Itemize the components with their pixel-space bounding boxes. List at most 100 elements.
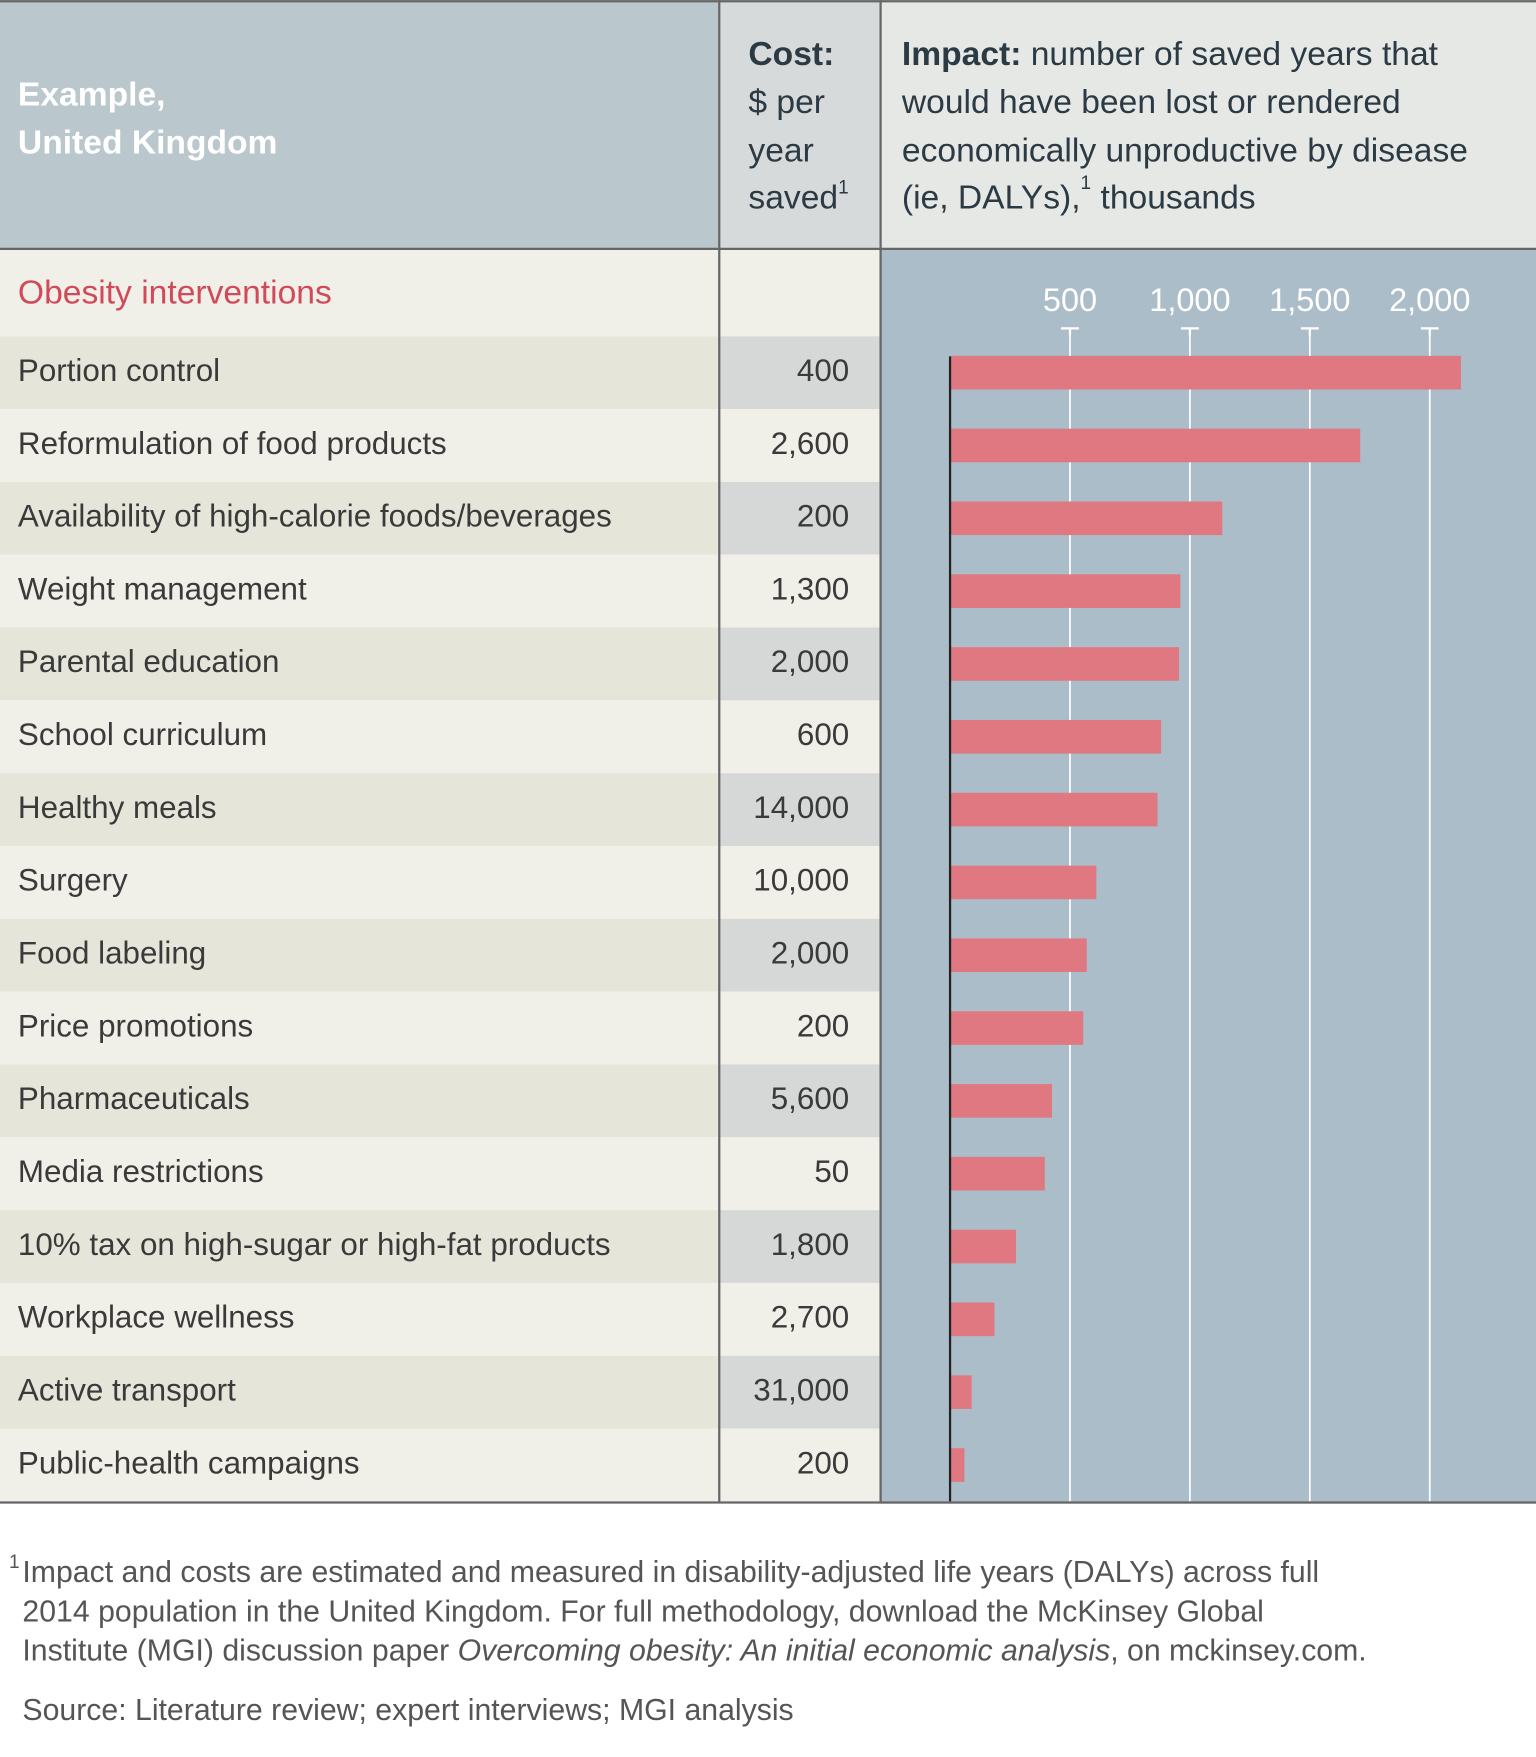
row-bg xyxy=(0,627,720,701)
category-label: Surgery xyxy=(18,863,128,898)
row-bg xyxy=(719,481,881,555)
cost-header: $ per xyxy=(748,84,825,121)
header-impact-bg xyxy=(880,0,1536,249)
impact-header: economically unproductive by disease xyxy=(902,132,1468,169)
impact-header: (ie, DALYs), xyxy=(902,179,1081,216)
row-bg xyxy=(0,991,720,1065)
row-bg xyxy=(0,1355,720,1429)
cost-value: 50 xyxy=(814,1154,849,1189)
row-bg xyxy=(0,918,720,992)
footnote: Impact and costs are estimated and measu… xyxy=(22,1556,1319,1589)
footnote: Institute (MGI) discussion paper xyxy=(22,1635,457,1668)
cost-value: 2,000 xyxy=(771,936,849,971)
category-label: Active transport xyxy=(18,1372,236,1407)
bar xyxy=(950,865,1097,900)
category-label: Media restrictions xyxy=(18,1154,264,1189)
cost-value: 31,000 xyxy=(753,1372,849,1407)
row-bg xyxy=(719,1355,881,1429)
row-bg xyxy=(719,846,881,919)
category-label: Healthy meals xyxy=(18,790,217,825)
row-bg xyxy=(719,627,881,701)
row-bg xyxy=(719,554,881,628)
cost-header: saved1 xyxy=(748,177,848,216)
cost-value: 400 xyxy=(797,353,849,388)
bar xyxy=(950,719,1162,754)
row-bg xyxy=(0,336,720,410)
row-bg xyxy=(0,1428,720,1502)
impact-header: (ie, DALYs),1 thousands xyxy=(902,173,1256,217)
bar xyxy=(950,1375,972,1409)
bar xyxy=(950,355,1461,390)
cost-header: year xyxy=(748,132,813,169)
impact-header: number of saved years that xyxy=(1021,36,1438,73)
bar xyxy=(950,501,1223,536)
row-bg xyxy=(0,1137,720,1211)
row-bg xyxy=(0,1064,720,1138)
row-bg xyxy=(0,481,720,555)
footnote-title: Overcoming obesity: An initial economic … xyxy=(458,1635,1111,1668)
header-left-bg xyxy=(0,0,720,249)
category-label: Pharmaceuticals xyxy=(18,1081,250,1116)
x-tick-label: 2,000 xyxy=(1389,282,1470,318)
footnote: , on mckinsey.com. xyxy=(1110,1635,1367,1668)
row-bg xyxy=(0,554,720,628)
bar xyxy=(950,1302,995,1337)
bar xyxy=(950,574,1181,608)
row-bg xyxy=(0,700,720,774)
bar xyxy=(950,792,1158,827)
section-title: Obesity interventions xyxy=(18,275,332,312)
header-left: United Kingdom xyxy=(18,125,278,162)
bar xyxy=(950,428,1361,463)
row-bg xyxy=(0,1282,720,1356)
row-bg xyxy=(719,1064,881,1138)
category-label: Food labeling xyxy=(18,936,206,971)
bar xyxy=(950,1229,1017,1264)
category-label: Availability of high-calorie foods/bever… xyxy=(18,499,612,534)
footnote-marker: 1 xyxy=(9,1552,20,1573)
footnote: 2014 population in the United Kingdom. F… xyxy=(22,1595,1264,1628)
cost-value: 1,300 xyxy=(771,571,849,606)
cost-value: 5,600 xyxy=(771,1081,849,1116)
row-bg xyxy=(0,1210,720,1283)
section-bg xyxy=(0,248,881,337)
impact-bold: Impact: xyxy=(902,36,1022,73)
impact-header: thousands xyxy=(1091,179,1255,216)
bar xyxy=(950,1084,1052,1118)
cost-value: 10,000 xyxy=(753,863,849,898)
rows: Portion control 400 Reformulation of food … xyxy=(0,336,881,1502)
row-bg xyxy=(719,409,881,482)
category-label: Price promotions xyxy=(18,1008,253,1043)
row-bg xyxy=(719,1137,881,1211)
category-label: 10% tax on high-sugar or high-fat produc… xyxy=(18,1227,611,1262)
category-label: Portion control xyxy=(18,353,220,388)
cost-value: 2,700 xyxy=(771,1300,849,1335)
row-bg xyxy=(719,918,881,992)
category-label: Reformulation of food products xyxy=(18,426,447,461)
cost-value: 2,000 xyxy=(771,644,849,679)
source: Source: Literature review; expert interv… xyxy=(22,1694,793,1727)
cost-value: 600 xyxy=(797,717,849,752)
header-left: Example, xyxy=(18,76,166,113)
row-bg xyxy=(0,846,720,919)
cost-header: Cost: xyxy=(748,36,834,73)
cost-value: 200 xyxy=(797,499,849,534)
cost-value: 200 xyxy=(797,1445,849,1480)
category-label: Parental education xyxy=(18,644,280,679)
bar xyxy=(950,647,1180,681)
row-bg xyxy=(719,1210,881,1283)
x-tick-label: 500 xyxy=(1043,282,1097,318)
row-bg xyxy=(0,773,720,847)
footnote: Institute (MGI) discussion paper Overcom… xyxy=(22,1635,1366,1668)
row-bg xyxy=(719,700,881,774)
cost-value: 1,800 xyxy=(771,1227,849,1262)
header-cost-bg xyxy=(719,0,881,249)
superscript: 1 xyxy=(1081,173,1092,194)
cost-value: 14,000 xyxy=(753,790,849,825)
x-tick-label: 1,000 xyxy=(1149,282,1230,318)
bar xyxy=(950,938,1087,973)
cost-value: 200 xyxy=(797,1008,849,1043)
superscript: 1 xyxy=(838,177,849,198)
x-tick-label: 1,500 xyxy=(1269,282,1350,318)
row-bg xyxy=(719,1428,881,1502)
